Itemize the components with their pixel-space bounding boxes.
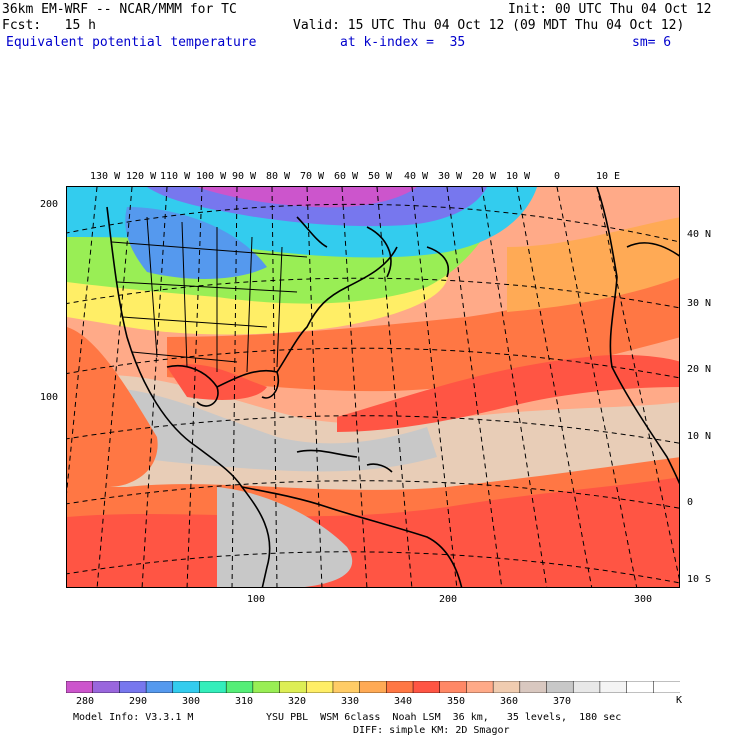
colorbar-swatch (306, 681, 334, 693)
field-name: Equivalent potential temperature (6, 35, 257, 50)
longitude-label: 10 E (596, 171, 621, 182)
colorbar-tick-label: 340 (394, 696, 413, 707)
longitude-label: 120 W (126, 171, 157, 182)
model-info: Model Info: V3.3.1 M (73, 712, 194, 723)
state-boundaries (111, 216, 308, 373)
colorbar-swatch (519, 681, 548, 693)
latitude-label: 0 (687, 497, 694, 508)
field-gulf-warm (167, 364, 267, 400)
grid-x-label: 100 (247, 594, 266, 605)
colorbar-swatch (386, 681, 414, 693)
grid-y-label: 100 (40, 392, 59, 403)
theta-e-map (67, 187, 679, 587)
colorbar-swatch (412, 681, 441, 693)
grid-y-label: 200 (40, 199, 59, 210)
longitude-label: 110 W (160, 171, 191, 182)
colorbar-swatch (172, 681, 201, 693)
colorbar-tick-label: 330 (341, 696, 360, 707)
colorbar-tick-label: 300 (182, 696, 201, 707)
longitude-label: 0 (554, 171, 561, 182)
coastlines (106, 187, 679, 587)
colorbar-swatch (279, 681, 308, 693)
colorbar-swatch (92, 681, 121, 693)
colorbar-swatch (66, 681, 94, 693)
colorbar-swatch (572, 681, 601, 693)
colorbar-tick-label: 370 (553, 696, 572, 707)
field-tropics-grey (87, 387, 437, 472)
colorbar-swatch (626, 681, 655, 693)
colorbar-swatch (546, 681, 574, 693)
colorbar-swatch (145, 681, 174, 693)
longitude-label: 130 W (90, 171, 121, 182)
valid-time: Valid: 15 UTC Thu 04 Oct 12 (09 MDT Thu … (293, 18, 685, 33)
latitude-label: 40 N (687, 229, 712, 240)
colorbar-swatch (332, 681, 361, 693)
colorbar-tick-label: 290 (129, 696, 148, 707)
colorbar-tick-label: 350 (447, 696, 466, 707)
longitude-label: 80 W (266, 171, 291, 182)
field-band-mid (167, 267, 679, 392)
latitude-label: 30 N (687, 298, 712, 309)
longitude-label: 40 W (404, 171, 429, 182)
colorbar-swatch (466, 681, 494, 693)
colorbar-swatch (225, 681, 254, 693)
longitude-label: 10 W (506, 171, 531, 182)
longitude-label: 30 W (438, 171, 463, 182)
colorbar-swatch (599, 681, 628, 693)
colorbar-unit: K (676, 695, 683, 706)
map-panel (66, 186, 680, 588)
field-band-mid-core (337, 354, 679, 432)
longitude-label: 50 W (368, 171, 393, 182)
grid-x-label: 300 (634, 594, 653, 605)
latitude-label: 10 N (687, 431, 712, 442)
model-title: 36km EM-WRF -- NCAR/MMM for TC (2, 2, 237, 17)
smoothing-info: sm= 6 (632, 35, 672, 50)
colorbar (66, 681, 680, 693)
colorbar-swatch (359, 681, 388, 693)
colorbar-swatch (653, 681, 680, 693)
diffusion-info: DIFF: simple KM: 2D Smagor (353, 725, 510, 736)
latitude-label: 20 N (687, 364, 712, 375)
longitude-label: 20 W (472, 171, 497, 182)
field-south-america-grey (217, 487, 353, 587)
colorbar-swatch (492, 681, 521, 693)
physics-info: YSU PBL WSM 6class Noah LSM 36 km, 35 le… (266, 712, 622, 723)
field-pacific-coast (67, 327, 158, 487)
longitude-label: 70 W (300, 171, 325, 182)
level-info: at k-index = 35 (340, 35, 466, 50)
longitude-label: 60 W (334, 171, 359, 182)
colorbar-tick-label: 310 (235, 696, 254, 707)
colorbar-swatch (439, 681, 468, 693)
field-na-blue (125, 207, 268, 279)
colorbar-tick-label: 360 (500, 696, 519, 707)
colorbar-swatch (199, 681, 227, 693)
latitude-label: 10 S (687, 574, 712, 585)
colorbar-swatch (119, 681, 147, 693)
colorbar-tick-label: 280 (76, 696, 95, 707)
colorbar-swatch (252, 681, 281, 693)
longitude-label: 90 W (232, 171, 257, 182)
grid-x-label: 200 (439, 594, 458, 605)
init-time: Init: 00 UTC Thu 04 Oct 12 (508, 2, 712, 17)
colorbar-tick-label: 320 (288, 696, 307, 707)
forecast-hour: Fcst: 15 h (2, 18, 96, 33)
longitude-label: 100 W (196, 171, 227, 182)
latlon-grid (67, 187, 679, 587)
